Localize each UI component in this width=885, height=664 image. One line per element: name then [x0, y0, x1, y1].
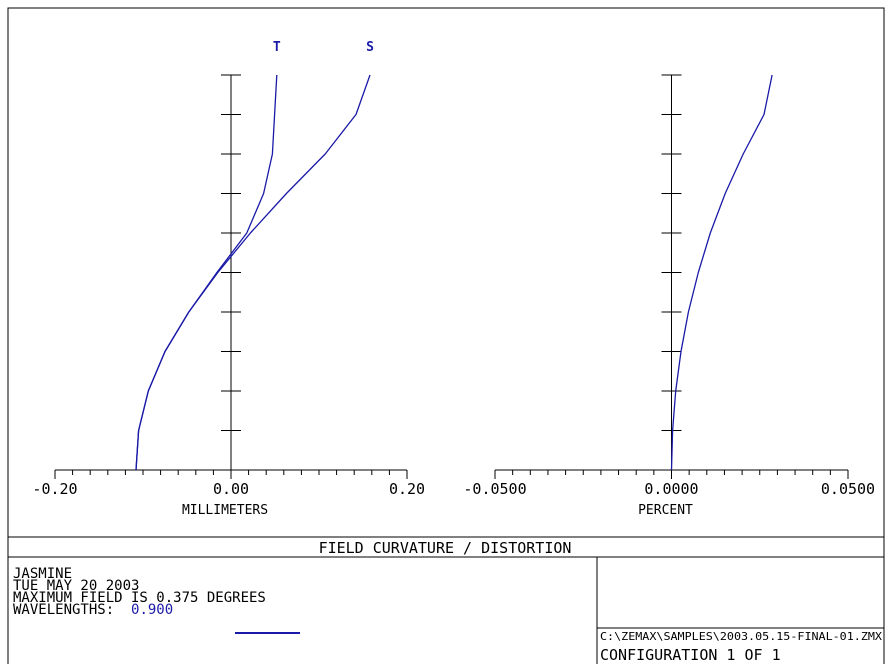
x-axis-label: MILLIMETERS: [182, 503, 268, 518]
wavelength-value: 0.900: [131, 602, 174, 618]
series-label-s: S: [366, 40, 374, 55]
x-axis-label: PERCENT: [638, 503, 693, 518]
x-tick-label: 0.20: [389, 480, 425, 498]
max-field-label: MAXIMUM FIELD IS 0.375 DEGREES: [13, 590, 266, 606]
series-line-s: [135, 74, 371, 471]
x-tick-label: 0.00: [213, 480, 249, 498]
wavelength-legend-line: [235, 632, 300, 634]
x-tick-label: -0.20: [32, 480, 77, 498]
x-tick-label: -0.0500: [463, 480, 526, 498]
series-line-t: [135, 74, 278, 471]
date-label: TUE MAY 20 2003: [13, 578, 140, 594]
configuration-label: CONFIGURATION 1 OF 1: [600, 646, 781, 664]
wavelengths-row: WAVELENGTHS: 0.900: [13, 602, 266, 618]
series-line-distortion: [670, 74, 773, 471]
figure-title: FIELD CURVATURE / DISTORTION: [319, 539, 572, 557]
distortion-chart: -0.0500 0.0000 0.0500 PERCENT: [463, 74, 875, 518]
footer-info: JASMINE TUE MAY 20 2003 MAXIMUM FIELD IS 0…: [13, 566, 266, 618]
x-tick-label: 0.0000: [644, 480, 698, 498]
field-curvature-chart: -0.20 0.00 0.20 MILLIMETERS T S: [32, 40, 425, 518]
lens-name: JASMINE: [13, 566, 73, 582]
series-label-t: T: [273, 40, 281, 55]
wavelengths-label: WAVELENGTHS:: [13, 602, 115, 618]
figure-frame: [7, 7, 885, 664]
file-path: C:\ZEMAX\SAMPLES\2003.05.15-FINAL-01.ZMX: [600, 631, 883, 643]
x-tick-label: 0.0500: [821, 480, 875, 498]
